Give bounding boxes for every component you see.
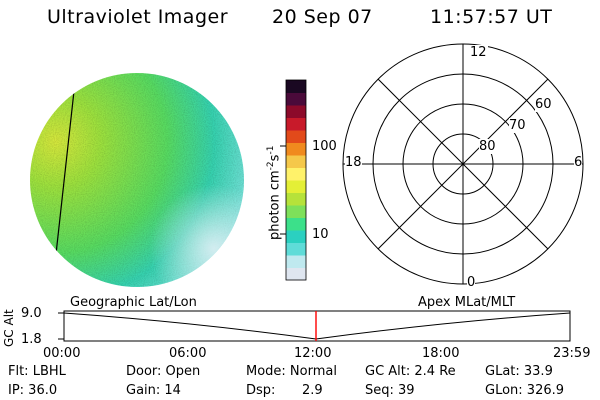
polar-ring-label-70: 70 bbox=[509, 118, 526, 133]
colorbar-cell bbox=[286, 192, 306, 206]
colorbar-cell bbox=[286, 217, 306, 231]
info-door: Door: Open bbox=[126, 364, 201, 379]
colorbar-tick-label-10: 10 bbox=[312, 227, 329, 242]
polar-label-right: 6 bbox=[574, 155, 583, 170]
uv-earth-image bbox=[30, 73, 244, 287]
colorbar-cell bbox=[286, 267, 306, 281]
polar-plot bbox=[342, 43, 584, 285]
colorbar-cell bbox=[286, 142, 306, 156]
colorbar-cell bbox=[286, 205, 306, 218]
timeline-ylabel: GC Alt bbox=[2, 309, 16, 347]
colorbar-cell bbox=[286, 105, 306, 118]
timeline-right-label: Apex MLat/MLT bbox=[418, 295, 516, 310]
terminator-line bbox=[55, 73, 77, 255]
colorbar-label-sup1: -2 bbox=[266, 161, 276, 171]
info-filter: Flt: LBHL bbox=[8, 364, 66, 379]
timeline-frame bbox=[63, 310, 571, 342]
colorbar-label-s: s bbox=[267, 154, 283, 162]
colorbar-cell bbox=[286, 92, 306, 106]
colorbar-cell bbox=[286, 180, 306, 193]
timeline-plot bbox=[58, 310, 571, 342]
info-seq: Seq: 39 bbox=[365, 383, 415, 398]
polar-diagonal-2 bbox=[377, 78, 549, 250]
info-ip: IP: 36.0 bbox=[8, 383, 58, 398]
colorbar bbox=[286, 80, 306, 281]
timeline-xtick-1200: 12:00 bbox=[294, 346, 332, 361]
colorbar-cell bbox=[286, 155, 306, 168]
colorbar-cell bbox=[286, 117, 306, 131]
colorbar-label-base: photon cm bbox=[267, 170, 283, 240]
polar-label-left: 18 bbox=[345, 155, 362, 170]
info-glat: GLat: 33.9 bbox=[485, 364, 553, 379]
polar-label-bottom: 0 bbox=[467, 275, 476, 290]
timeline-xtick-2359: 23:59 bbox=[553, 346, 591, 361]
colorbar-cell bbox=[286, 255, 306, 268]
timeline-left-label: Geographic Lat/Lon bbox=[70, 295, 197, 310]
colorbar-tick-label-100: 100 bbox=[312, 139, 337, 154]
info-mode: Mode: Normal bbox=[246, 364, 337, 379]
altitude-curve bbox=[63, 312, 571, 340]
polar-label-top: 12 bbox=[469, 45, 488, 60]
polar-ring-label-80: 80 bbox=[479, 139, 496, 154]
timeline-xtick-1800: 18:00 bbox=[422, 346, 460, 361]
observation-time: 11:57:57 UT bbox=[430, 6, 553, 28]
observation-date: 20 Sep 07 bbox=[272, 6, 373, 28]
colorbar-cell bbox=[286, 80, 306, 93]
colorbar-frame bbox=[285, 79, 307, 281]
colorbar-label-sup2: -1 bbox=[266, 145, 276, 155]
timeline-ytick-label-bottom: 1.8 bbox=[21, 332, 42, 347]
info-glon: GLon: 326.9 bbox=[485, 383, 565, 398]
info-dsp-value: 2.9 bbox=[302, 383, 323, 398]
instrument-title: Ultraviolet Imager bbox=[47, 6, 229, 28]
colorbar-cell bbox=[286, 130, 306, 143]
timeline-ytick-label-top: 9.0 bbox=[21, 306, 42, 321]
colorbar-cell bbox=[286, 230, 306, 243]
info-dsp-label: Dsp: bbox=[246, 383, 276, 398]
timeline-xtick-0600: 06:00 bbox=[169, 346, 207, 361]
colorbar-cell bbox=[286, 167, 306, 181]
timeline-xtick-0000: 00:00 bbox=[43, 346, 81, 361]
colorbar-cell bbox=[286, 242, 306, 256]
info-gain: Gain: 14 bbox=[126, 383, 181, 398]
polar-ring-label-60: 60 bbox=[535, 97, 552, 112]
info-gc-alt: GC Alt: 2.4 Re bbox=[365, 364, 456, 379]
colorbar-axis-label: photon cm-2s-1 bbox=[266, 146, 282, 240]
